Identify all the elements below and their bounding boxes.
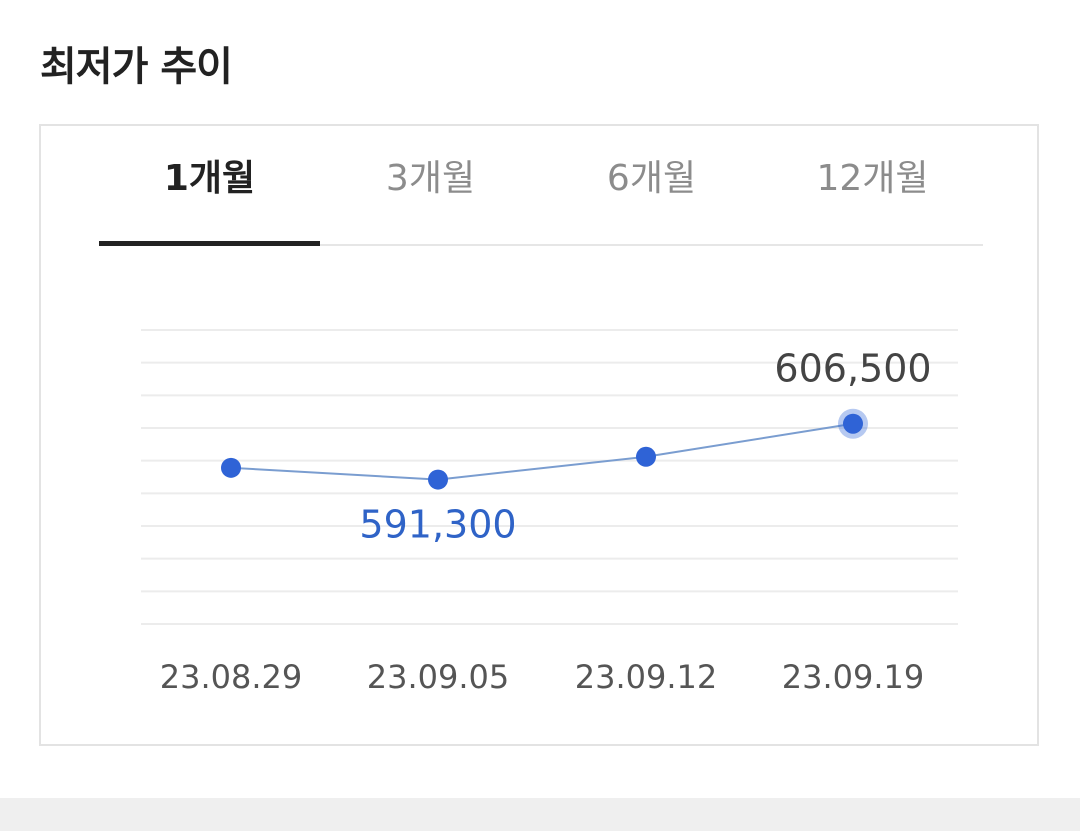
data-point [428,469,448,490]
tab-12-months[interactable]: 12개월 [816,158,929,199]
data-point [843,413,863,434]
data-point [221,457,241,478]
page-title: 최저가 추이 [40,44,233,90]
tab-3-months[interactable]: 3개월 [385,158,476,199]
tab-1-month[interactable]: 1개월 [99,126,320,246]
max-price-label: 606,500 [774,347,931,391]
tab-6-months[interactable]: 6개월 [606,158,697,199]
data-point [636,446,656,467]
min-price-label: 591,300 [359,503,516,547]
price-trend-card: 1개월 3개월 6개월 12개월 591,300 606,500 23.08.29 2… [39,124,1039,746]
series-line [230,422,854,481]
period-tabs: 1개월 3개월 6개월 12개월 [99,126,983,246]
x-tick-label: 23.09.12 [575,658,718,696]
x-tick-label: 23.09.05 [367,658,510,696]
x-tick-label: 23.09.19 [782,658,925,696]
x-tick-label: 23.08.29 [160,658,303,696]
price-line-chart: 591,300 606,500 23.08.29 23.09.05 23.09.12 23… [141,329,958,696]
bottom-divider [0,798,1080,831]
